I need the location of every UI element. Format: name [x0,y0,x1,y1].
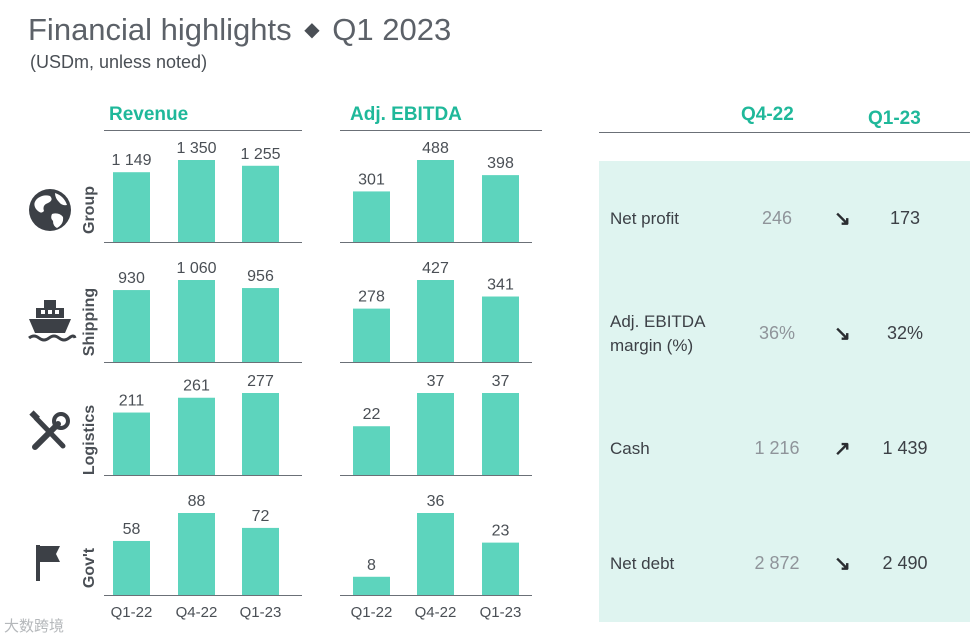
tick-label-revenue-q1-22: Q1-22 [111,604,153,621]
segment-label-shipping: Shipping [81,288,98,356]
bar-adj-ebitda-logistics-q4-22 [417,393,454,475]
ebitda-header-rule [340,130,542,131]
bar-revenue-group-q4-22 [178,160,215,242]
kpi-cur-net-debt: 2 490 [882,553,928,573]
tick-label-revenue-q1-23: Q1-23 [240,604,282,621]
bar-adj-ebitda-shipping-q1-22 [353,308,390,362]
globe-icon [29,189,71,231]
bar-adj-ebitda-logistics-q1-22 [353,426,390,475]
title-period: Q1 2023 [332,12,452,47]
flag-icon [36,545,60,581]
data-label-revenue-logistics-q1-23: 277 [247,373,274,390]
tick-label-ebitda-q1-22: Q1-22 [351,604,393,621]
data-label-adj-ebitda-logistics-q4-22: 37 [427,373,445,390]
kpi-prev-ebitda-margin: 36% [758,323,796,343]
data-label-adj-ebitda-logistics-q1-22: 22 [363,406,381,423]
tick-label-ebitda-q1-23: Q1-23 [480,604,522,621]
bar-revenue-logistics-q1-22 [113,412,150,475]
data-label-revenue-group-q4-22: 1 350 [176,140,216,157]
current-period-header: Q1-23 [868,108,921,129]
data-label-revenue-shipping-q1-23: 956 [247,268,274,285]
kpi-label-net-profit: Net profit [610,209,679,228]
page-subtitle: (USDm, unless noted) [30,52,208,72]
watermark: 大数跨境 [4,618,65,635]
bar-revenue-gov-t-q1-23 [242,527,279,595]
kpi-cur-cash: 1 439 [882,438,928,458]
bar-revenue-shipping-q4-22 [178,280,215,362]
bar-adj-ebitda-logistics-q1-23 [482,393,519,475]
data-label-adj-ebitda-shipping-q1-22: 278 [358,289,385,306]
data-label-revenue-gov-t-q4-22: 88 [188,493,206,510]
kpi-label-ebitda-margin: Adj. EBITDA margin (%) [610,312,705,355]
diamond-separator-icon: ◆ [304,19,320,41]
data-label-revenue-logistics-q4-22: 261 [183,378,210,395]
bar-adj-ebitda-group-q4-22 [417,160,454,242]
tools-icon [29,410,70,450]
kpi-header-rule [599,132,970,133]
bar-revenue-shipping-q1-22 [113,290,150,362]
ebitda-column-header: Adj. EBITDA [350,104,462,125]
tick-label-ebitda-q4-22: Q4-22 [415,604,457,621]
data-label-revenue-gov-t-q1-23: 72 [252,508,270,525]
kpi-label-cash: Cash [610,439,650,458]
page-title: Financial highlights ◆ Q1 2023 [28,12,451,48]
segment-label-group: Group [81,186,98,234]
ship-icon [28,300,77,342]
arrow-down-right-icon: ↘ [834,553,851,575]
revenue-header-rule [104,130,302,131]
kpi-prev-net-profit: 246 [761,208,793,228]
data-label-revenue-shipping-q1-22: 930 [118,270,145,287]
kpi-cur-net-profit: 173 [889,208,921,228]
bar-adj-ebitda-shipping-q4-22 [417,280,454,362]
segment-label-gov-t: Gov't [81,547,98,588]
kpi-cur-ebitda-margin: 32% [886,323,924,343]
kpi-panel [599,161,970,622]
prev-period-header: Q4-22 [741,104,794,125]
arrow-down-right-icon: ↘ [834,208,851,230]
bar-adj-ebitda-group-q1-22 [353,191,390,242]
bar-revenue-logistics-q4-22 [178,397,215,475]
data-label-adj-ebitda-shipping-q4-22: 427 [422,260,449,277]
kpi-prev-net-debt: 2 872 [754,553,800,573]
bar-adj-ebitda-group-q1-23 [482,175,519,242]
data-label-adj-ebitda-gov-t-q1-23: 23 [492,523,510,540]
bar-adj-ebitda-gov-t-q4-22 [417,513,454,595]
revenue-column-header: Revenue [109,104,189,125]
arrow-up-right-icon: ↗ [834,438,851,460]
bar-revenue-gov-t-q4-22 [178,513,215,595]
title-text: Financial highlights [28,12,292,47]
segment-label-logistics: Logistics [81,405,98,475]
arrow-down-right-icon: ↘ [834,323,851,345]
bar-adj-ebitda-gov-t-q1-22 [353,576,390,595]
kpi-label-net-debt: Net debt [610,554,675,573]
bar-adj-ebitda-shipping-q1-23 [482,296,519,362]
bar-adj-ebitda-gov-t-q1-23 [482,542,519,595]
data-label-adj-ebitda-group-q1-23: 398 [487,155,514,172]
kpi-prev-cash: 1 216 [754,438,800,458]
bar-revenue-shipping-q1-23 [242,288,279,362]
data-label-adj-ebitda-gov-t-q4-22: 36 [427,493,445,510]
data-label-adj-ebitda-gov-t-q1-22: 8 [367,557,376,574]
data-label-adj-ebitda-group-q1-22: 301 [358,171,385,188]
bar-revenue-group-q1-23 [242,165,279,242]
bar-revenue-gov-t-q1-22 [113,540,150,595]
data-label-revenue-group-q1-23: 1 255 [240,146,280,163]
data-label-revenue-logistics-q1-22: 211 [119,393,145,410]
data-label-revenue-gov-t-q1-22: 58 [123,521,141,538]
bar-revenue-logistics-q1-23 [242,393,279,475]
data-label-revenue-shipping-q4-22: 1 060 [176,260,216,277]
data-label-adj-ebitda-shipping-q1-23: 341 [487,277,514,294]
data-label-adj-ebitda-logistics-q1-23: 37 [492,373,510,390]
data-label-adj-ebitda-group-q4-22: 488 [422,140,449,157]
bar-revenue-group-q1-22 [113,172,150,242]
data-label-revenue-group-q1-22: 1 149 [111,152,151,169]
tick-label-revenue-q4-22: Q4-22 [176,604,218,621]
